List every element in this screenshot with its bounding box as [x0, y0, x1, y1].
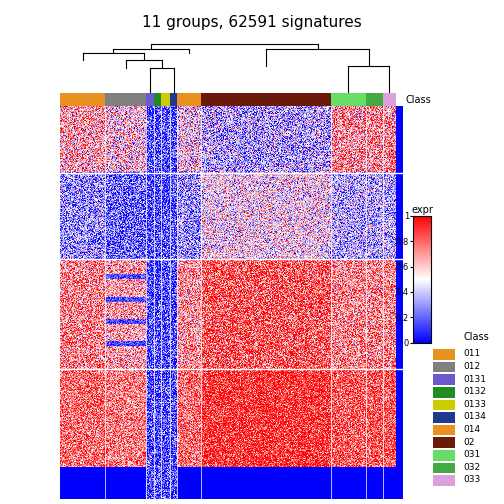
Text: 031: 031 [464, 450, 481, 459]
Bar [146, 93, 154, 106]
Title: expr: expr [411, 205, 433, 215]
FancyBboxPatch shape [433, 362, 455, 372]
Text: 032: 032 [464, 463, 480, 472]
FancyBboxPatch shape [433, 412, 455, 423]
Bar [177, 93, 201, 106]
Bar [201, 93, 331, 106]
Bar [170, 93, 177, 106]
Bar [60, 93, 105, 106]
FancyBboxPatch shape [433, 374, 455, 385]
Text: 0131: 0131 [464, 374, 486, 384]
FancyBboxPatch shape [433, 475, 455, 486]
Bar [331, 93, 365, 106]
Text: 014: 014 [464, 425, 480, 434]
Bar [154, 93, 161, 106]
Text: 0133: 0133 [464, 400, 486, 409]
Title: Class: Class [463, 332, 489, 342]
FancyBboxPatch shape [433, 387, 455, 398]
FancyBboxPatch shape [433, 463, 455, 473]
Text: 011: 011 [464, 349, 481, 358]
FancyBboxPatch shape [433, 450, 455, 461]
FancyBboxPatch shape [433, 425, 455, 435]
Text: 012: 012 [464, 362, 480, 371]
Text: 11 groups, 62591 signatures: 11 groups, 62591 signatures [142, 15, 362, 30]
Bar [365, 93, 383, 106]
Text: 0134: 0134 [464, 412, 486, 421]
FancyBboxPatch shape [433, 349, 455, 360]
Bar [383, 93, 396, 106]
Bar [161, 93, 170, 106]
Text: Class: Class [406, 95, 431, 104]
FancyBboxPatch shape [433, 400, 455, 410]
Text: 02: 02 [464, 437, 475, 447]
Text: 0132: 0132 [464, 387, 486, 396]
Text: 033: 033 [464, 475, 481, 484]
Bar [105, 93, 146, 106]
FancyBboxPatch shape [433, 437, 455, 448]
